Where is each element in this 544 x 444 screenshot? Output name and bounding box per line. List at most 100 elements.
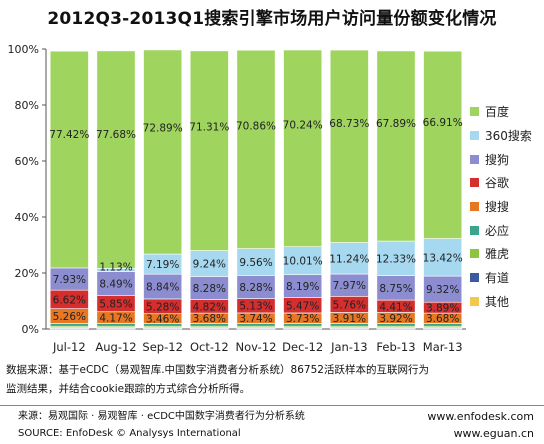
bar-segment [236, 49, 276, 249]
footer-websites: www.enfodesk.com www.eguan.cn [427, 408, 534, 442]
data-label: 9.32% [426, 284, 459, 296]
stacked-bar-chart: 0% 20% 40% 60% 80% 100% 77.42% 7.93% 6.62% 5.26% J… [8, 43, 466, 354]
data-label: 8.28% [239, 282, 272, 294]
bar-segment [423, 275, 463, 303]
bar-segment [96, 50, 136, 269]
legend-label: 360搜索 [485, 129, 532, 144]
data-label: 9.56% [239, 257, 272, 269]
data-label: 5.28% [146, 301, 179, 313]
legend-label: 百度 [485, 105, 510, 120]
legend-swatch [470, 154, 479, 164]
data-label: 4.17% [99, 313, 132, 325]
legend-item: 360搜索 [470, 124, 532, 148]
y-tick-label: 100% [8, 43, 39, 56]
bar-segment [189, 50, 229, 251]
data-label: 70.24% [283, 120, 323, 132]
chart-legend: 百度 360搜索搜狗谷歌搜搜必应雅虎有道其他 [470, 100, 532, 313]
legend-swatch [470, 131, 479, 141]
y-tick-label: 60% [15, 155, 39, 168]
bar-segment [283, 246, 323, 276]
y-tick-label: 20% [15, 267, 39, 280]
legend-label: 必应 [485, 223, 510, 238]
source-note-line-2: 监测结果，并结合cookie跟踪的方式综合分析所得。 [6, 383, 251, 395]
x-tick-label: Feb-13 [376, 340, 415, 354]
data-label: 3.68% [193, 313, 226, 325]
x-tick-label: Aug-12 [95, 340, 136, 354]
bar-segment [376, 240, 416, 276]
legend-swatch [470, 225, 479, 235]
data-label: 4.82% [193, 301, 226, 313]
data-label: 3.46% [146, 314, 179, 326]
data-label: 7.97% [333, 280, 366, 292]
bar-segment [49, 50, 89, 269]
data-label: 77.42% [49, 129, 89, 141]
footer-divider [0, 405, 544, 406]
legend-item: 搜搜 [470, 195, 532, 219]
legend-swatch [470, 273, 479, 283]
x-tick-label: Oct-12 [190, 340, 229, 354]
x-tick-label: Jul-12 [52, 340, 86, 354]
y-tick-label: 0% [22, 323, 39, 336]
data-label: 8.84% [146, 282, 179, 294]
bar-segment [143, 49, 183, 255]
data-label: 13.42% [423, 252, 463, 264]
bar-segment [423, 50, 463, 239]
data-label: 12.33% [376, 253, 416, 265]
data-label: 5.26% [53, 311, 86, 323]
legend-swatch [470, 249, 479, 259]
data-label: 3.73% [286, 313, 319, 325]
data-label: 3.89% [426, 303, 459, 315]
data-label: 67.89% [376, 118, 416, 130]
data-label: 8.49% [99, 278, 132, 290]
data-label: 8.28% [193, 283, 226, 295]
legend-swatch [470, 107, 479, 117]
footer-source-cn: 来源：易观国际 · 易观智库 · eCDC中国数字消费者行为分析系统 [18, 411, 305, 422]
legend-item: 雅虎 [470, 242, 532, 266]
footer-website-eguan[interactable]: www.eguan.cn [453, 427, 534, 440]
legend-item: 有道 [470, 266, 532, 290]
bar-segment [236, 248, 276, 276]
data-label: 11.24% [329, 253, 369, 265]
data-label: 6.62% [53, 294, 86, 306]
data-label: 77.68% [96, 129, 136, 141]
legend-swatch [470, 296, 479, 306]
legend-label: 雅虎 [485, 247, 510, 262]
legend-swatch [470, 178, 479, 188]
x-tick-label: Jan-13 [330, 340, 368, 354]
data-label: 3.92% [379, 313, 412, 325]
data-label: 71.31% [189, 122, 229, 134]
data-label: 70.86% [236, 121, 276, 133]
bar-segment [376, 275, 416, 301]
legend-item: 搜狗 [470, 147, 532, 171]
legend-swatch [470, 202, 479, 212]
source-note-line-1: 数据来源：基于eCDC（易观智库.中国数字消费者分析系统）86752活跃样本的互… [6, 364, 429, 376]
bar-segment [423, 238, 463, 277]
y-tick-label: 40% [15, 211, 39, 224]
data-source-note: 数据来源：基于eCDC（易观智库.中国数字消费者分析系统）86752活跃样本的互… [6, 361, 526, 399]
data-label: 1.13% [99, 261, 132, 273]
data-label: 3.68% [426, 313, 459, 325]
bar-segment [376, 50, 416, 242]
footer-website-enfodesk[interactable]: www.enfodesk.com [427, 410, 534, 423]
data-label: 4.41% [379, 301, 412, 313]
data-label: 5.85% [99, 299, 132, 311]
data-label: 8.19% [286, 281, 319, 293]
legend-label: 搜狗 [485, 152, 510, 167]
legend-item: 谷歌 [470, 171, 532, 195]
x-tick-label: Mar-13 [423, 340, 463, 354]
data-label: 5.47% [286, 300, 319, 312]
data-label: 5.13% [239, 301, 272, 313]
data-label: 68.73% [329, 118, 369, 130]
bar-segment [143, 273, 183, 300]
data-label: 72.89% [143, 123, 183, 135]
data-label: 8.75% [379, 283, 412, 295]
data-label: 3.91% [333, 313, 366, 325]
chart-title: 2012Q3-2013Q1搜索引擎市场用户访问量份额变化情况 [47, 9, 497, 29]
footer-source: 来源：易观国际 · 易观智库 · eCDC中国数字消费者行为分析系统 SOURC… [18, 408, 305, 442]
x-tick-label: Sep-12 [142, 340, 182, 354]
legend-label: 其他 [485, 294, 510, 309]
data-label: 7.93% [53, 274, 86, 286]
legend-label: 谷歌 [485, 176, 510, 191]
bar-segment [329, 49, 369, 243]
bar-segment [49, 323, 89, 327]
